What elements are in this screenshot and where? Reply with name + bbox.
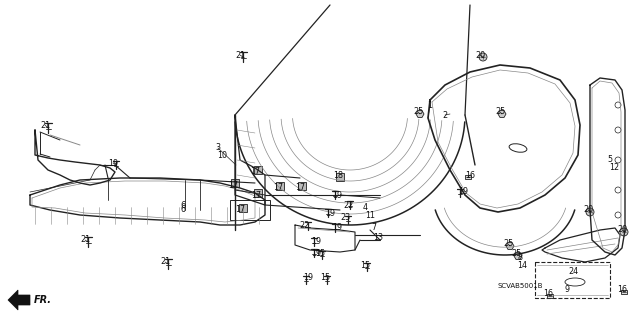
Circle shape bbox=[479, 53, 487, 61]
Text: 2: 2 bbox=[442, 110, 447, 120]
Bar bbox=[298, 182, 306, 190]
Bar bbox=[547, 293, 553, 298]
Text: 3: 3 bbox=[216, 144, 221, 152]
Circle shape bbox=[620, 228, 628, 236]
Text: 21: 21 bbox=[160, 257, 170, 266]
Text: 17: 17 bbox=[295, 183, 305, 192]
Polygon shape bbox=[8, 290, 30, 310]
Text: 25: 25 bbox=[413, 108, 423, 116]
Circle shape bbox=[586, 208, 594, 216]
Text: 19: 19 bbox=[332, 224, 342, 233]
Text: 19: 19 bbox=[108, 159, 118, 167]
Bar bbox=[465, 174, 471, 179]
Text: 21: 21 bbox=[235, 50, 245, 60]
Polygon shape bbox=[514, 253, 522, 259]
Text: 16: 16 bbox=[543, 290, 553, 299]
Text: 15: 15 bbox=[320, 273, 330, 283]
Bar bbox=[239, 204, 247, 212]
Text: 16: 16 bbox=[465, 170, 475, 180]
Text: 19: 19 bbox=[458, 188, 468, 197]
Text: 17: 17 bbox=[250, 167, 260, 176]
Text: 17: 17 bbox=[251, 190, 261, 199]
Text: 17: 17 bbox=[235, 205, 245, 214]
Text: 10: 10 bbox=[217, 151, 227, 160]
Bar bbox=[621, 290, 627, 294]
Text: 5: 5 bbox=[607, 155, 612, 165]
Text: 18: 18 bbox=[333, 170, 343, 180]
Text: 19: 19 bbox=[311, 249, 321, 257]
Text: 6: 6 bbox=[180, 205, 186, 214]
Text: 4: 4 bbox=[362, 204, 367, 212]
Text: 19: 19 bbox=[303, 273, 313, 283]
Text: 14: 14 bbox=[517, 261, 527, 270]
Text: 15: 15 bbox=[315, 249, 325, 257]
Text: 19: 19 bbox=[311, 238, 321, 247]
Polygon shape bbox=[416, 111, 424, 117]
Bar bbox=[254, 166, 262, 174]
Text: 17: 17 bbox=[228, 181, 238, 189]
Text: 22: 22 bbox=[343, 201, 353, 210]
Text: 7: 7 bbox=[371, 224, 376, 233]
Text: 20: 20 bbox=[475, 50, 485, 60]
Text: 25: 25 bbox=[503, 240, 513, 249]
Text: 9: 9 bbox=[564, 286, 570, 294]
Bar bbox=[254, 189, 262, 197]
Text: 12: 12 bbox=[609, 164, 619, 173]
Text: 25: 25 bbox=[511, 249, 521, 258]
Text: 24: 24 bbox=[568, 268, 578, 277]
Bar bbox=[276, 182, 284, 190]
Text: 19: 19 bbox=[325, 209, 335, 218]
Text: 21: 21 bbox=[80, 235, 90, 244]
Text: 1: 1 bbox=[428, 100, 433, 109]
Text: 6: 6 bbox=[180, 202, 186, 211]
Text: 11: 11 bbox=[365, 211, 375, 219]
Text: 20: 20 bbox=[617, 226, 627, 234]
Text: FR.: FR. bbox=[34, 295, 52, 305]
Text: 15: 15 bbox=[360, 261, 370, 270]
Text: 25: 25 bbox=[495, 108, 505, 116]
Bar bbox=[336, 173, 344, 181]
Text: 16: 16 bbox=[617, 286, 627, 294]
Polygon shape bbox=[506, 242, 514, 249]
Text: 19: 19 bbox=[332, 190, 342, 199]
Text: 22: 22 bbox=[300, 220, 310, 229]
Text: 8: 8 bbox=[518, 254, 522, 263]
Text: 17: 17 bbox=[273, 183, 283, 192]
Bar bbox=[231, 179, 239, 187]
Text: 23: 23 bbox=[340, 213, 350, 222]
Text: 20: 20 bbox=[583, 205, 593, 214]
Text: SCVAB5001B: SCVAB5001B bbox=[498, 283, 543, 289]
Text: 13: 13 bbox=[373, 234, 383, 242]
Polygon shape bbox=[498, 111, 506, 117]
Text: 21: 21 bbox=[40, 121, 50, 130]
